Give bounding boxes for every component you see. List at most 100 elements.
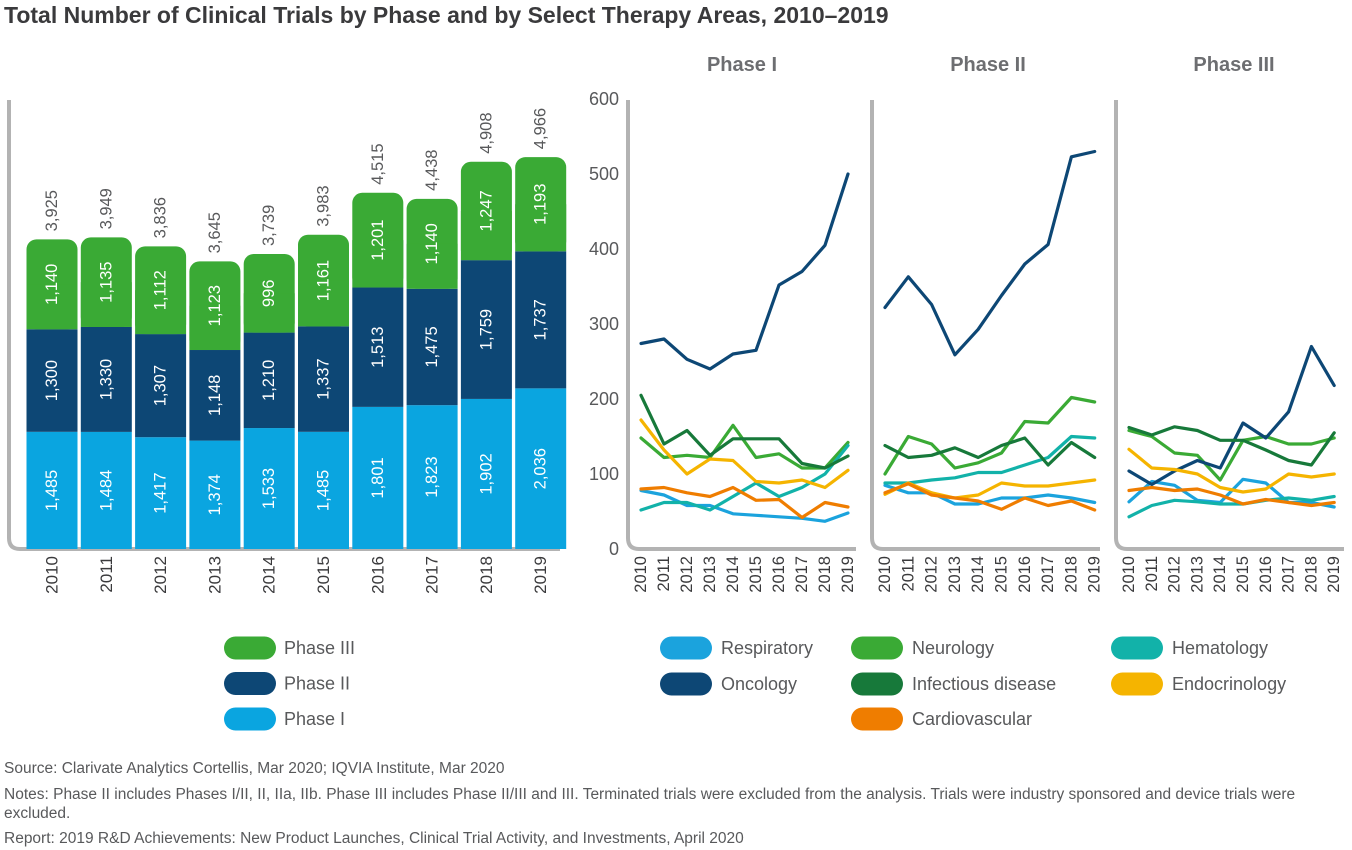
line-hematology-phase-i xyxy=(639,443,850,512)
bar-segment-phase-ii-2012 xyxy=(135,334,187,438)
legend-label-hematology: Hematology xyxy=(1172,638,1268,658)
panel-phase-iii-x-tick-2016: 2016 xyxy=(1257,556,1275,593)
panel-phase-i-x-tick-2019: 2019 xyxy=(839,556,857,593)
chart-title: Total Number of Clinical Trials by Phase… xyxy=(4,2,889,28)
bar-value-label-phase-iii-2010: 1,140 xyxy=(43,264,61,305)
legend-label-infectious-disease: Infectious disease xyxy=(912,674,1056,694)
panel-phase-i-x-tick-2018: 2018 xyxy=(816,556,834,593)
panel-phase-ii-x-tick-2019: 2019 xyxy=(1086,556,1104,593)
bar-value-label-phase-i-2019: 2,036 xyxy=(532,448,550,489)
legend-swatch-respiratory xyxy=(660,636,712,660)
panel-axis-phase-iii xyxy=(1114,100,1344,551)
bar-segment-phase-i-2015 xyxy=(298,431,349,549)
panel-phase-ii-x-tick-2013: 2013 xyxy=(946,556,964,593)
bar-value-label-phase-i-2010: 1,485 xyxy=(43,470,61,511)
bar-total-label-2018: 4,908 xyxy=(477,112,495,153)
panel-phase-i-x-tick-2017: 2017 xyxy=(793,556,811,593)
panel-phase-ii-x-tick-2016: 2016 xyxy=(1016,556,1034,593)
legend-label-oncology: Oncology xyxy=(721,674,797,694)
bar-segment-fill-phase-iii-2012 xyxy=(135,290,187,335)
panel-phase-iii-x-tick-2012: 2012 xyxy=(1166,556,1184,593)
bar-total-label-2016: 4,515 xyxy=(369,143,387,184)
y-tick-200: 200 xyxy=(589,389,619,409)
panel-phase-iii-x-tick-2015: 2015 xyxy=(1234,556,1252,593)
bar-segment-fill-phase-iii-2018 xyxy=(460,210,512,261)
bar-value-label-phase-i-2011: 1,484 xyxy=(97,470,115,511)
bar-segment-phase-ii-2018 xyxy=(460,260,512,399)
bar-segment-phase-ii-2015 xyxy=(298,326,349,432)
bar-total-label-2010: 3,925 xyxy=(43,190,61,231)
legend-label-respiratory: Respiratory xyxy=(721,638,813,658)
bar-segment-fill-phase-iii-2014 xyxy=(243,293,295,333)
bar-segment-phase-ii-2014 xyxy=(243,332,295,429)
panel-phase-iii-x-tick-2013: 2013 xyxy=(1188,556,1206,593)
bar-x-tick-2010: 2010 xyxy=(43,556,62,594)
bar-value-label-phase-ii-2013: 1,148 xyxy=(206,375,224,416)
line-endocrinology-phase-i xyxy=(639,418,850,490)
panel-phase-iii-x-tick-2017: 2017 xyxy=(1280,556,1298,593)
legend-swatch-neurology xyxy=(851,636,903,660)
bar-value-label-phase-i-2017: 1,823 xyxy=(423,456,441,497)
bar-x-tick-2019: 2019 xyxy=(531,556,550,594)
bar-x-tick-2017: 2017 xyxy=(423,556,442,594)
panel-phase-ii-x-tick-2011: 2011 xyxy=(899,556,917,591)
bar-segment-fill-phase-iii-2013 xyxy=(189,305,241,351)
panel-phase-i-x-tick-2010: 2010 xyxy=(632,556,650,593)
panel-axis-phase-i xyxy=(626,100,856,551)
panel-phase-i-x-tick-2013: 2013 xyxy=(701,556,719,593)
bar-value-label-phase-ii-2014: 1,210 xyxy=(260,360,278,401)
line-hematology-phase-iii xyxy=(1127,494,1336,519)
bar-segment-phase-i-2011 xyxy=(80,431,132,549)
line-infectious-disease-phase-ii xyxy=(883,436,1097,467)
bar-segment-phase-i-2010 xyxy=(26,431,78,549)
bar-segment-fill-phase-iii-2019 xyxy=(515,204,567,252)
panel-phase-i-x-tick-2016: 2016 xyxy=(770,556,788,593)
bar-total-label-2014: 3,739 xyxy=(260,205,278,246)
panel-phase-ii-x-tick-2017: 2017 xyxy=(1039,556,1057,593)
bar-x-tick-2016: 2016 xyxy=(368,556,387,594)
bar-segment-phase-ii-2017 xyxy=(406,288,458,406)
bar-segment-phase-i-2013 xyxy=(189,440,241,549)
bar-x-tick-2015: 2015 xyxy=(314,556,333,594)
bar-segment-phase-ii-2019 xyxy=(515,251,567,389)
legend-label-neurology: Neurology xyxy=(912,638,994,658)
bar-x-tick-2012: 2012 xyxy=(151,556,170,594)
bar-value-label-phase-i-2013: 1,374 xyxy=(206,474,224,515)
line-infectious-disease-phase-i xyxy=(639,393,850,470)
bar-value-label-phase-ii-2017: 1,475 xyxy=(423,326,441,367)
bar-value-label-phase-i-2014: 1,533 xyxy=(260,468,278,509)
panel-title-phase-iii: Phase III xyxy=(1193,54,1274,76)
legend-label-phase-i: Phase I xyxy=(284,709,345,729)
line-oncology-phase-ii xyxy=(883,149,1097,357)
panel-phase-iii-x-tick-2014: 2014 xyxy=(1211,556,1229,593)
notes-text: Notes: Phase II includes Phases I/II, II… xyxy=(4,786,1296,822)
bar-value-label-phase-i-2015: 1,485 xyxy=(315,470,333,511)
legend-swatch-endocrinology xyxy=(1111,672,1163,696)
bar-segment-phase-i-2018 xyxy=(460,398,512,549)
legend-swatch-phase-ii xyxy=(224,672,276,695)
bar-total-label-2019: 4,966 xyxy=(532,108,550,149)
line-infectious-disease-phase-iii xyxy=(1127,425,1336,467)
source-note: Source: Clarivate Analytics Cortellis, M… xyxy=(4,760,505,777)
bar-total-label-2017: 4,438 xyxy=(423,150,441,191)
bar-value-label-phase-iii-2014: 996 xyxy=(260,280,278,308)
panel-phase-ii-x-tick-2015: 2015 xyxy=(993,556,1011,593)
bar-total-label-2013: 3,645 xyxy=(206,212,224,253)
y-tick-300: 300 xyxy=(589,314,619,334)
y-tick-0: 0 xyxy=(609,539,619,559)
bar-segment-phase-ii-2011 xyxy=(80,326,132,432)
bar-segment-phase-i-2016 xyxy=(352,406,404,549)
bar-segment-phase-ii-2010 xyxy=(26,329,78,432)
legend-label-phase-ii: Phase II xyxy=(284,674,350,694)
legend-swatch-cardiovascular xyxy=(851,707,903,731)
bar-total-label-2015: 3,983 xyxy=(315,185,333,226)
bar-segment-fill-phase-iii-2011 xyxy=(80,282,132,327)
line-oncology-phase-i xyxy=(639,172,850,371)
bar-x-tick-2014: 2014 xyxy=(260,556,279,594)
bar-segment-phase-i-2014 xyxy=(243,428,295,549)
bar-value-label-phase-ii-2010: 1,300 xyxy=(43,360,61,401)
line-cardiovascular-phase-i xyxy=(639,485,850,520)
bar-value-label-phase-iii-2017: 1,140 xyxy=(423,223,441,264)
panel-title-phase-i: Phase I xyxy=(707,54,777,76)
bar-value-label-phase-ii-2015: 1,337 xyxy=(315,358,333,399)
